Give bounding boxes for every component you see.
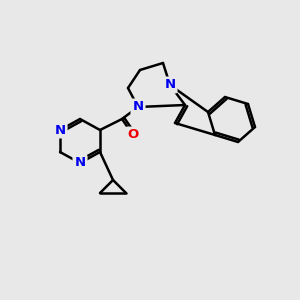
Text: N: N: [54, 124, 66, 136]
Text: N: N: [74, 157, 86, 169]
Text: O: O: [128, 128, 139, 142]
Text: N: N: [132, 100, 144, 113]
Text: N: N: [164, 79, 175, 92]
